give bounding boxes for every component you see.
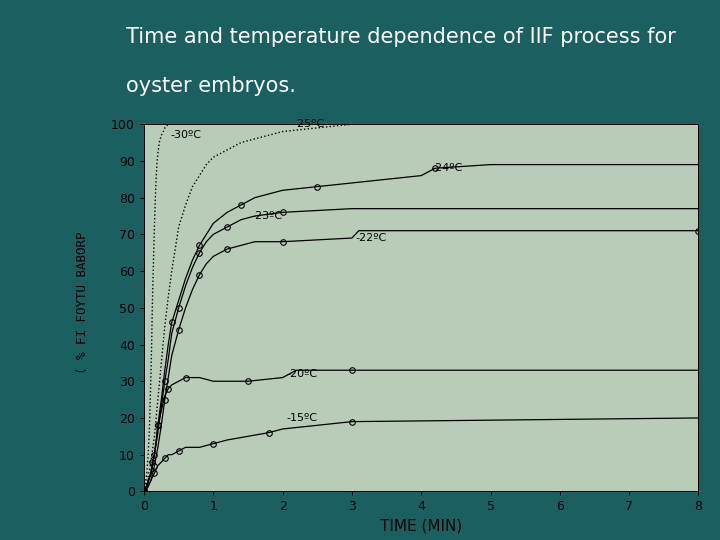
- Text: -24ºC: -24ºC: [431, 163, 463, 173]
- Text: Time and temperature dependence of IIF process for: Time and temperature dependence of IIF p…: [126, 27, 676, 47]
- Text: -25ºC: -25ºC: [293, 119, 324, 129]
- Text: -30ºC: -30ºC: [171, 130, 202, 140]
- Text: -23ºC: -23ºC: [251, 211, 282, 221]
- X-axis label: TIME (MIN): TIME (MIN): [380, 519, 462, 534]
- Text: -15ºC: -15ºC: [286, 413, 317, 423]
- Text: -20ºC: -20ºC: [286, 369, 318, 379]
- Text: ( % FI FOYTU BABORP: ( % FI FOYTU BABORP: [76, 231, 89, 374]
- Text: oyster embryos.: oyster embryos.: [126, 76, 296, 96]
- Text: -22ºC: -22ºC: [356, 233, 387, 243]
